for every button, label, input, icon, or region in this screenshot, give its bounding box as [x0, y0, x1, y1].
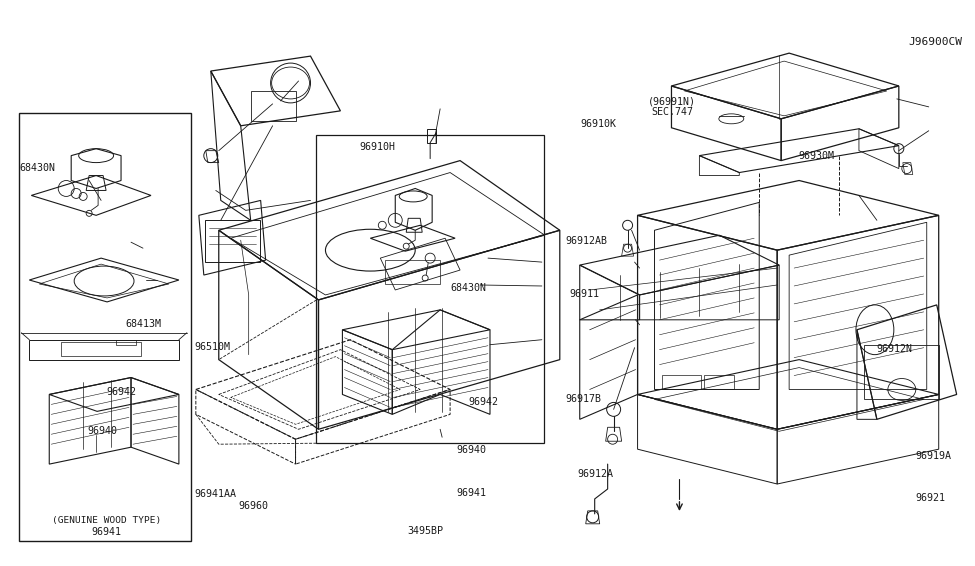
Text: 96960: 96960 — [239, 501, 268, 511]
Bar — [704, 375, 734, 389]
Text: 68413M: 68413M — [126, 319, 162, 328]
Text: 96917B: 96917B — [566, 394, 602, 404]
Bar — [317, 135, 544, 443]
Text: 96941: 96941 — [456, 487, 487, 498]
Text: 96912AB: 96912AB — [566, 237, 607, 246]
Text: 96942: 96942 — [468, 397, 498, 408]
Text: 68430N: 68430N — [19, 162, 55, 173]
Bar — [20, 113, 191, 541]
Bar — [385, 260, 440, 284]
Text: (GENUINE WOOD TYPE): (GENUINE WOOD TYPE) — [52, 516, 161, 525]
Text: 68430N: 68430N — [450, 282, 487, 293]
Text: 96912N: 96912N — [877, 345, 913, 354]
Text: (96991N): (96991N) — [648, 97, 696, 106]
Bar — [427, 128, 436, 143]
Text: 96940: 96940 — [456, 445, 487, 454]
Text: 96941: 96941 — [92, 527, 122, 537]
Text: 96919A: 96919A — [916, 452, 952, 461]
Text: 96910K: 96910K — [580, 119, 616, 129]
Bar — [205, 220, 259, 262]
Text: 96930M: 96930M — [799, 151, 835, 161]
Bar — [61, 342, 141, 355]
Text: 3495BP: 3495BP — [408, 526, 444, 536]
Text: 96921: 96921 — [916, 493, 946, 503]
Text: 96941AA: 96941AA — [194, 488, 236, 499]
Text: SEC.747: SEC.747 — [651, 107, 693, 117]
Text: 96940: 96940 — [87, 426, 117, 436]
Bar — [661, 375, 701, 389]
Text: 96510M: 96510M — [194, 342, 230, 352]
Bar — [251, 91, 295, 121]
Bar — [864, 345, 939, 400]
Text: J96900CW: J96900CW — [908, 37, 962, 47]
Text: 96912A: 96912A — [577, 469, 613, 479]
Text: 96942: 96942 — [106, 387, 137, 397]
Text: 96911: 96911 — [569, 289, 600, 299]
Text: 96910H: 96910H — [359, 142, 395, 152]
